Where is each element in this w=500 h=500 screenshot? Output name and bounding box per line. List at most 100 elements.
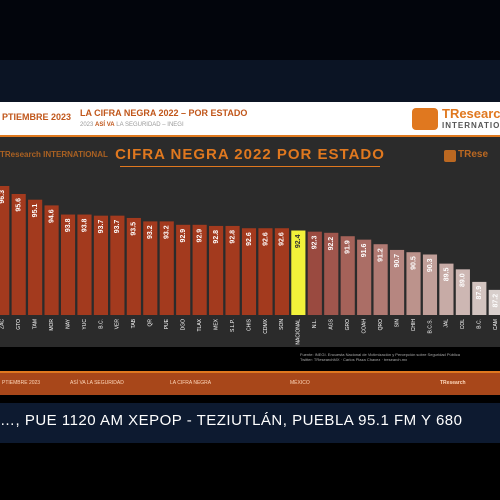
category-label: GTO: [16, 319, 22, 330]
bar-cam: [488, 289, 500, 315]
subtitle-year: 2023: [80, 122, 94, 128]
category-label: NACIONAL: [296, 319, 302, 345]
bar-chart: 96.3 ZAC 95.6 GTO 95.1 TAM 94.6 MOR 93.8 NAY 93.8 Y…: [0, 185, 500, 345]
bar-coah: [357, 239, 372, 315]
category-label: TLAX: [197, 318, 203, 331]
tresearch-logo: TResearch INTERNATIONAL: [412, 106, 500, 132]
bar-tam: [28, 199, 43, 315]
value-label: 93.2: [147, 225, 154, 239]
category-label: CAM: [493, 319, 499, 330]
chart-title: CIFRA NEGRA 2022 POR ESTADO: [115, 146, 385, 163]
value-label: 93.7: [114, 220, 121, 234]
category-label: AGS: [329, 318, 335, 329]
category-label: MOR: [49, 319, 55, 331]
bar-gto: [11, 193, 26, 315]
header-subtitle: 2023 ASÍ VA LA SEGURIDAD – INEGI: [80, 122, 184, 128]
logo-text-top: TResearch: [442, 106, 500, 121]
header-date: PTIEMBRE 2023: [2, 112, 72, 122]
bar-qr: [143, 221, 158, 315]
category-label: B.C.: [477, 319, 483, 329]
bar-pue: [159, 221, 174, 315]
bar-bc: [472, 281, 487, 315]
value-label: 92.8: [229, 230, 236, 244]
value-label: 93.8: [65, 218, 72, 232]
bar-zac: [0, 185, 10, 315]
category-label: YUC: [82, 319, 88, 330]
category-label: COAH: [361, 319, 367, 334]
bar-jal: [439, 263, 454, 315]
letterbox-bottom: [0, 443, 500, 500]
category-label: SON: [279, 319, 285, 330]
category-label: CHIS: [246, 318, 252, 331]
slide-header: PTIEMBRE 2023 LA CIFRA NEGRA 2022 – POR …: [0, 102, 500, 137]
value-label: 93.8: [81, 218, 88, 232]
value-label: 91.2: [377, 248, 384, 262]
category-label: SIN: [394, 319, 400, 328]
watermark-right: TRese: [444, 148, 500, 164]
category-label: ZAC: [0, 319, 6, 329]
bar-nay: [60, 214, 76, 315]
subtitle-rest: LA SEGURIDAD – INEGI: [116, 122, 184, 128]
subtitle-highlight: ASÍ VA: [95, 122, 115, 128]
footer-topic: ASÍ VA LA SEGURIDAD: [70, 380, 124, 386]
category-label: B.C.: [98, 319, 104, 329]
value-label: 94.6: [48, 209, 55, 223]
header-title: LA CIFRA NEGRA 2022 – POR ESTADO: [80, 108, 248, 118]
category-label: NAY: [65, 318, 71, 329]
bar-chis: [241, 228, 257, 315]
news-ticker: …, PUE 1120 AM XEPOP - TEZIUTLÁN, PUEBLA…: [0, 403, 500, 443]
bar-tlax: [192, 224, 207, 315]
value-label: 92.6: [246, 232, 253, 246]
watermark-logo-icon: [444, 150, 456, 162]
bar-yuc: [77, 214, 92, 315]
category-label: N.L.: [312, 319, 318, 328]
footer-date: PTIEMBRE 2023: [2, 380, 41, 386]
value-label: 91.9: [345, 240, 352, 254]
value-label: 89.0: [460, 273, 467, 287]
watermark-right-text: TRese: [458, 149, 489, 160]
value-label: 92.9: [180, 229, 187, 243]
value-label: 95.6: [16, 198, 23, 212]
bar-ver: [110, 215, 125, 315]
value-label: 87.2: [493, 294, 500, 308]
value-label: 93.5: [131, 222, 138, 236]
bar-son: [274, 228, 289, 315]
footer-logo: TResearch: [440, 380, 466, 386]
value-label: 90.5: [410, 256, 417, 270]
bar-bcs: [422, 254, 438, 315]
value-label: 93.7: [98, 220, 105, 234]
category-label: VER: [115, 319, 121, 330]
bar-tab: [126, 217, 141, 315]
value-label: 95.1: [32, 204, 39, 218]
bar-dgo: [176, 224, 191, 315]
category-label: MEX: [213, 318, 219, 330]
bar-mex: [209, 225, 224, 315]
category-label: QRO: [378, 319, 384, 331]
value-label: 92.4: [295, 234, 302, 248]
value-label: 89.5: [443, 268, 450, 282]
logo-mark-icon: [412, 108, 438, 130]
value-label: 90.3: [427, 258, 434, 272]
value-label: 93.2: [164, 225, 171, 239]
value-label: 92.8: [213, 230, 220, 244]
bar-chih: [406, 252, 421, 315]
bar-slp: [225, 225, 240, 315]
bar-nacional: [291, 230, 306, 315]
bar-sin: [389, 249, 405, 315]
value-label: 92.6: [279, 232, 286, 246]
value-label: 92.2: [328, 237, 335, 251]
category-label: DGO: [181, 319, 187, 331]
footer-subject: LA CIFRA NEGRA: [170, 380, 212, 386]
category-label: B.C.S.: [427, 319, 433, 333]
category-label: TAM: [32, 319, 38, 329]
source-note: Fuente: INEGI. Encuesta Nacional de Vict…: [300, 352, 500, 362]
chart-title-underline: [120, 166, 380, 167]
logo-text-bottom: INTERNATIONAL: [442, 121, 500, 130]
category-label: CHIH: [411, 319, 417, 332]
value-label: 92.6: [262, 232, 269, 246]
category-label: CDMX: [263, 318, 269, 333]
category-label: COL: [460, 319, 466, 330]
category-label: TAB: [131, 318, 137, 328]
category-label: PUE: [164, 318, 170, 329]
watermark-left: TResearch INTERNATIONAL: [0, 150, 108, 159]
